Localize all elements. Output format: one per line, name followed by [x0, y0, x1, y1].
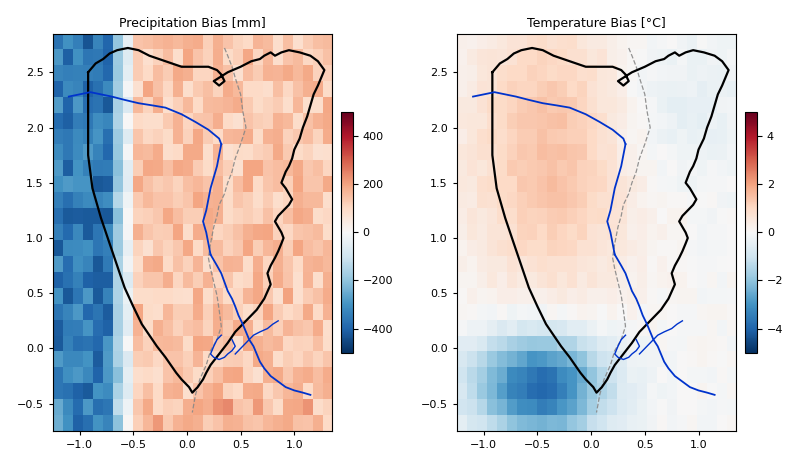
Title: Precipitation Bias [mm]: Precipitation Bias [mm]: [119, 17, 266, 30]
Title: Temperature Bias [°C]: Temperature Bias [°C]: [527, 17, 666, 30]
